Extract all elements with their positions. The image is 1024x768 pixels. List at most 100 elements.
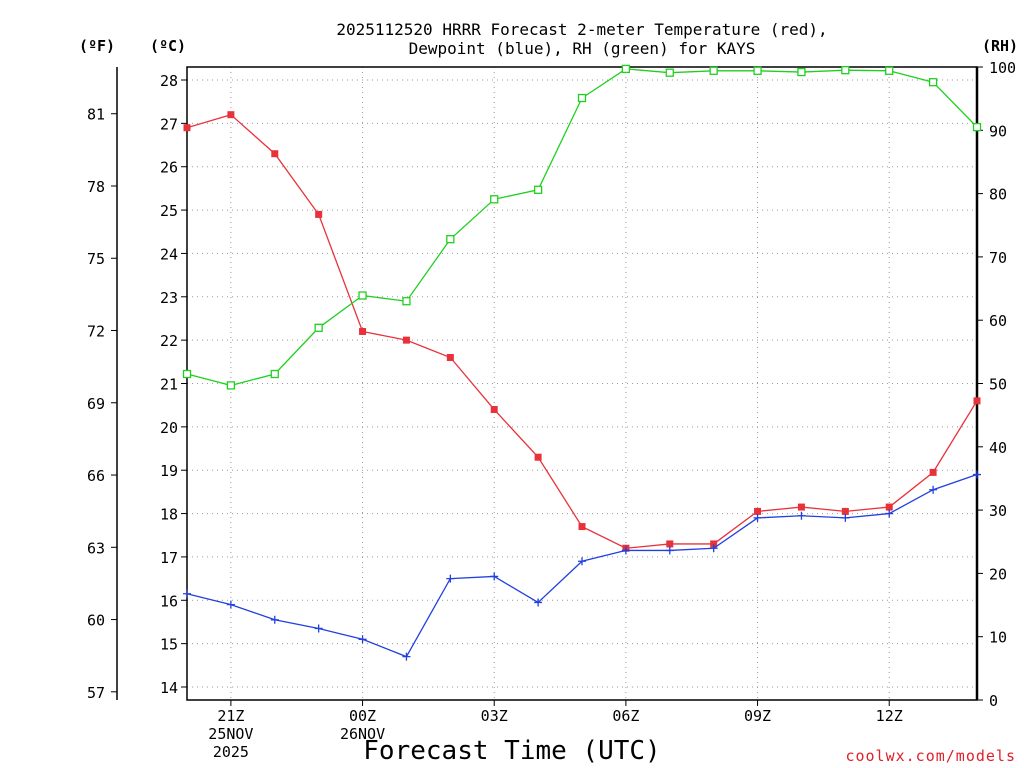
dewpoint-point <box>885 509 894 518</box>
2-meter-temperature-point <box>402 336 410 344</box>
celsius-tick-label: 28 <box>160 72 178 90</box>
rh-point <box>270 369 279 379</box>
celsius-tick-label: 22 <box>160 332 178 350</box>
celsius-axis-unit: (ºC) <box>150 37 186 55</box>
2-meter-temperature-point <box>534 453 542 461</box>
rh-tick-label: 0 <box>989 692 998 710</box>
rh-tick-label: 50 <box>989 376 1007 394</box>
2-meter-temperature-point <box>271 150 279 158</box>
rh-point <box>446 235 455 244</box>
fahrenheit-tick-label: 57 <box>87 684 105 702</box>
rh-point <box>533 185 543 194</box>
rh-tick-label: 40 <box>989 439 1007 457</box>
x-tick-label: 21Z <box>217 707 244 725</box>
chart-title-line-2: Dewpoint (blue), RH (green) for KAYS <box>409 39 756 58</box>
dewpoint-point <box>929 485 938 494</box>
rh-point <box>885 66 894 75</box>
celsius-tick-label: 27 <box>160 115 178 133</box>
grid <box>187 67 977 700</box>
2-meter-temperature-point <box>359 327 367 335</box>
2-meter-temperature-point <box>315 210 323 218</box>
2-meter-temperature-point <box>885 503 893 511</box>
rh-point <box>665 68 674 77</box>
rh-point <box>490 195 499 204</box>
2-meter-temperature-point <box>666 540 674 548</box>
chart-title-line-1: 2025112520 HRRR Forecast 2-meter Tempera… <box>336 20 827 39</box>
2-meter-temperature-point <box>446 353 454 361</box>
dewpoint-point <box>534 598 543 607</box>
2-meter-temperature-point <box>227 111 235 119</box>
x-tick-label: 25NOV <box>208 725 253 743</box>
fahrenheit-axis-unit: (ºF) <box>79 37 115 55</box>
dewpoint-point <box>446 574 455 583</box>
dewpoint-point <box>578 557 586 566</box>
fahrenheit-tick-label: 72 <box>87 323 105 341</box>
dewpoint-point <box>490 572 499 581</box>
celsius-tick-label: 18 <box>160 506 178 524</box>
credit-text: coolwx.com/models <box>845 747 1016 765</box>
rh-point <box>709 66 718 75</box>
x-tick-label: 09Z <box>744 707 771 725</box>
rh-tick-label: 30 <box>989 502 1007 520</box>
rh-point <box>577 93 587 103</box>
rh-point <box>182 369 192 379</box>
rh-point <box>226 381 236 390</box>
fahrenheit-tick-label: 69 <box>87 395 105 413</box>
2-meter-temperature-point <box>490 406 498 414</box>
dewpoint-line <box>186 473 978 658</box>
celsius-tick-label: 19 <box>160 462 178 480</box>
fahrenheit-tick-label: 78 <box>87 178 105 196</box>
dewpoint-point <box>841 513 850 522</box>
x-tick-label: 03Z <box>481 707 508 725</box>
2-meter-temperature-point <box>929 468 937 476</box>
celsius-tick-label: 23 <box>160 289 178 307</box>
x-tick-label: 26NOV <box>340 725 385 743</box>
rh-point <box>797 67 806 77</box>
dewpoint-point <box>797 511 806 520</box>
rh-point <box>314 323 323 332</box>
dewpoint-point <box>665 546 674 555</box>
2-meter-temperature-line <box>186 113 978 549</box>
dewpoint-point <box>183 589 191 598</box>
fahrenheit-tick-label: 63 <box>87 539 105 557</box>
dewpoint-point <box>270 615 279 624</box>
celsius-tick-label: 14 <box>160 679 178 697</box>
dewpoint-point <box>358 635 367 644</box>
x-tick-label: 00Z <box>349 707 376 725</box>
celsius-tick-label: 16 <box>160 592 178 610</box>
celsius-tick-label: 17 <box>160 549 178 567</box>
celsius-tick-label: 20 <box>160 419 178 437</box>
2-meter-temperature-point <box>841 507 849 515</box>
rh-tick-label: 10 <box>989 629 1007 647</box>
x-tick-label: 12Z <box>876 707 903 725</box>
rh-point <box>358 291 367 300</box>
celsius-tick-label: 15 <box>160 636 178 654</box>
rh-tick-label: 70 <box>989 249 1007 267</box>
2-meter-temperature-point <box>710 540 718 548</box>
celsius-tick-label: 25 <box>160 202 178 220</box>
dewpoint-point <box>973 470 981 479</box>
rh-point <box>753 66 762 75</box>
dewpoint-point <box>753 513 762 522</box>
celsius-tick-label: 21 <box>160 376 178 394</box>
rh-point <box>928 78 938 87</box>
x-tick-label: 06Z <box>612 707 639 725</box>
rh-tick-label: 20 <box>989 565 1007 583</box>
2-meter-temperature-point <box>578 523 586 531</box>
fahrenheit-tick-label: 81 <box>87 106 105 124</box>
rh-point <box>621 64 631 74</box>
dewpoint-point <box>314 624 323 633</box>
celsius-tick-label: 24 <box>160 245 178 263</box>
2-meter-temperature-point <box>973 397 981 405</box>
series-layer <box>182 64 982 661</box>
x-axis-label: Forecast Time (UTC) <box>363 736 660 766</box>
2-meter-temperature-point <box>797 503 805 511</box>
rh-point <box>972 122 982 132</box>
fahrenheit-tick-label: 75 <box>87 250 105 268</box>
rh-tick-label: 100 <box>989 59 1016 77</box>
dewpoint-point <box>402 652 411 661</box>
dewpoint-point <box>226 600 235 609</box>
rh-tick-label: 80 <box>989 186 1007 204</box>
dewpoint-point <box>621 546 630 555</box>
